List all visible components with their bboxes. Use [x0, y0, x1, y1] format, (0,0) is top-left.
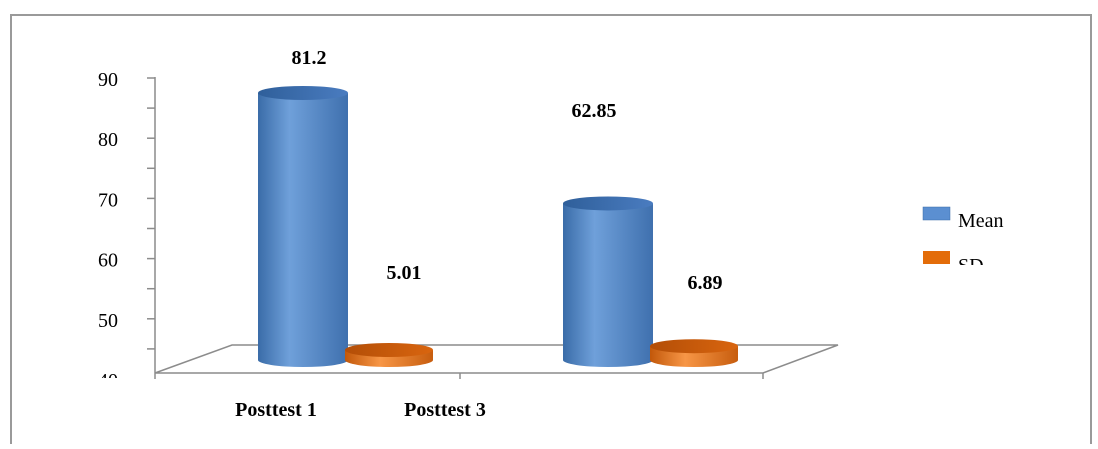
- legend-swatch-sd: [923, 251, 950, 264]
- axes: [154, 77, 839, 379]
- bar-sd-2: [650, 339, 738, 367]
- y-tick-label: 40: [98, 370, 118, 392]
- category-label: Posttest 1: [235, 399, 317, 421]
- bar-top: [563, 196, 653, 211]
- bar-mean-1: [258, 85, 348, 367]
- y-tick-label: 80: [98, 129, 118, 151]
- legend-label-mean: Mean: [958, 210, 1004, 232]
- y-tick-label: 50: [98, 310, 118, 332]
- bar-top: [345, 342, 433, 357]
- bar-top: [258, 85, 348, 100]
- category-label: Posttest 3: [404, 399, 486, 421]
- bar-mean-2: [563, 196, 653, 367]
- data-label-sd: 5.01: [387, 262, 422, 284]
- data-label-mean: 62.85: [572, 100, 617, 122]
- bar-body: [563, 203, 653, 367]
- bar-body: [258, 92, 348, 367]
- data-label-mean: 81.2: [292, 47, 327, 69]
- y-tick-label: 60: [98, 250, 118, 272]
- chart-border: [10, 14, 1092, 446]
- chart-floor: [154, 344, 839, 374]
- y-axis-ticks: 40 50 60 70 80 90: [98, 69, 155, 392]
- bar-sd-1: [345, 342, 433, 367]
- legend-label-sd: SD: [958, 255, 984, 277]
- category-labels: Posttest 1 Posttest 3: [235, 399, 486, 421]
- bars: [258, 85, 738, 367]
- legend-swatch-mean: [922, 206, 951, 221]
- y-tick-label: 70: [98, 189, 118, 211]
- data-label-sd: 6.89: [688, 272, 723, 294]
- data-labels: 81.2 5.01 62.85 6.89: [292, 47, 723, 294]
- y-tick-label: 90: [98, 69, 118, 91]
- legend: Mean SD: [922, 206, 1015, 281]
- bar-top: [650, 339, 738, 354]
